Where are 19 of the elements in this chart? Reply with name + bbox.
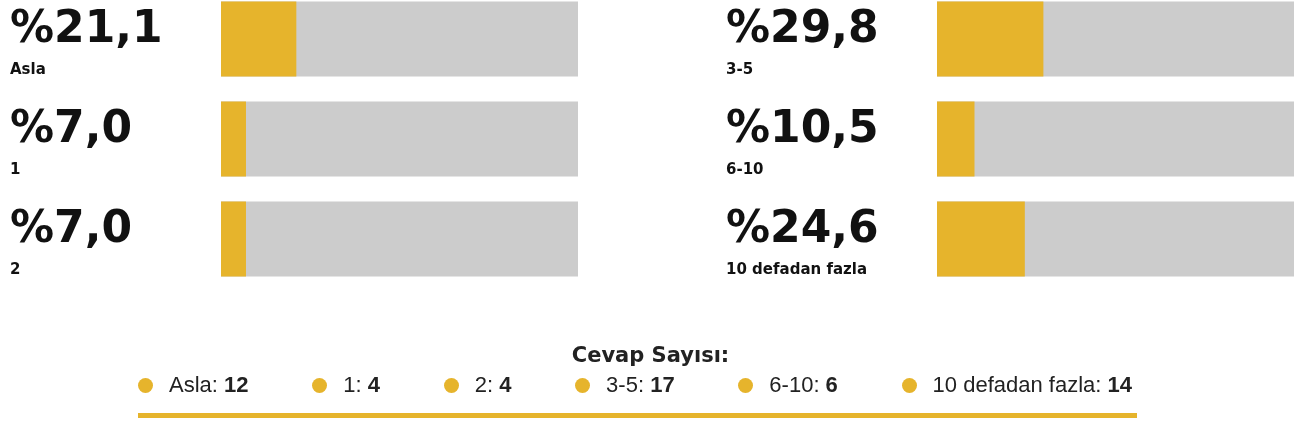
text: Cevap Sayısı: (570, 342, 731, 369)
y-tick-label: 1 (10, 159, 21, 178)
y-tick-label: 2 (10, 259, 21, 278)
text: 3-5: 17 (606, 372, 675, 397)
data-label: %21,1 (10, 1, 163, 52)
data-label: %24,6 (726, 201, 879, 252)
y-tick-label: 6-10 (726, 159, 764, 178)
y-tick-label: Asla (10, 59, 46, 78)
text: 1: 4 (343, 372, 380, 397)
text: 10 defadan fazla: 14 (932, 372, 1132, 397)
data-label: %29,8 (726, 1, 879, 52)
data-label: %10,5 (726, 101, 879, 152)
text: 2: 4 (474, 372, 512, 397)
y-tick-label: 3-5 (726, 59, 754, 78)
text: 6-10: 6 (769, 372, 838, 397)
text: Asla: 12 (169, 372, 249, 397)
data-label: %7,0 (10, 201, 133, 252)
y-tick-label: 10 defadan fazla (726, 259, 868, 278)
data-label: %7,0 (10, 101, 133, 152)
